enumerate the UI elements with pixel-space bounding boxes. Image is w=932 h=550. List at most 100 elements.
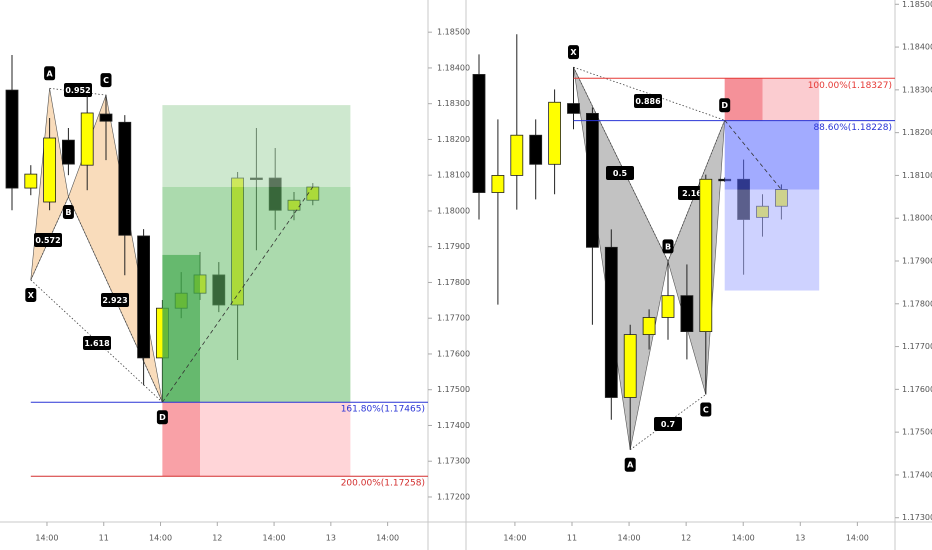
- y-tick-label: 1.17500: [437, 385, 470, 394]
- candle-body: [99, 113, 113, 122]
- y-tick-label: 1.17700: [437, 314, 470, 323]
- ratio-label: 0.572: [35, 236, 60, 245]
- ratio-label: 2.16: [682, 189, 702, 198]
- y-tick-label: 1.17400: [437, 421, 470, 430]
- candle-body: [586, 112, 599, 248]
- ratio-box: [83, 336, 111, 350]
- point-box: [62, 205, 74, 220]
- y-tick-label: 1.17500: [902, 428, 932, 437]
- ratio-label: 0.952: [65, 86, 90, 95]
- candle-body: [137, 235, 151, 359]
- candle-body: [604, 246, 618, 398]
- y-tick-label: 1.17800: [437, 278, 470, 287]
- y-tick-label: 1.18000: [437, 206, 470, 215]
- y-tick-label: 1.18100: [902, 171, 932, 180]
- y-tick-label: 1.17800: [902, 299, 932, 308]
- pattern-dotted: [573, 66, 725, 121]
- y-tick-label: 1.18500: [437, 28, 470, 37]
- x-tick-label: 14:00: [846, 534, 869, 543]
- y-tick-label: 1.18500: [902, 0, 932, 9]
- candle-body: [80, 112, 94, 166]
- level-label: 100.00%(1.18327): [808, 81, 892, 91]
- candle-body: [661, 295, 675, 318]
- zone: [162, 105, 351, 187]
- point-label: X: [570, 48, 577, 57]
- candle-body: [472, 74, 486, 193]
- ratio-box: [654, 417, 682, 431]
- y-tick-label: 1.18200: [902, 128, 932, 137]
- point-box: [662, 239, 674, 254]
- ratio-label: 0.886: [635, 97, 661, 106]
- point-box: [25, 287, 37, 302]
- y-tick-label: 1.17600: [437, 349, 470, 358]
- x-tick-label: 12: [212, 534, 222, 543]
- point-label: A: [46, 69, 53, 78]
- point-box: [624, 457, 636, 472]
- point-label: B: [65, 208, 71, 217]
- y-tick-label: 1.18000: [902, 214, 932, 223]
- x-tick-label: 14:00: [732, 534, 755, 543]
- pattern-dotted: [667, 120, 726, 262]
- candle-body: [699, 178, 713, 332]
- x-tick-label: 14:00: [35, 534, 58, 543]
- x-tick-label: 14:00: [149, 534, 172, 543]
- y-tick-label: 1.17900: [902, 257, 932, 266]
- y-tick-label: 1.17300: [902, 513, 932, 522]
- ratio-label: 1.618: [84, 339, 110, 348]
- x-tick-label: 12: [681, 534, 691, 543]
- pattern-dotted: [573, 67, 669, 262]
- point-box: [100, 73, 112, 88]
- ratio-label: 0.5: [613, 169, 628, 178]
- x-tick-label: 14:00: [263, 534, 286, 543]
- x-tick-label: 13: [795, 534, 805, 543]
- point-label: B: [665, 242, 671, 251]
- candle-body: [24, 173, 38, 189]
- y-tick-label: 1.18300: [437, 99, 470, 108]
- pattern-leg: [667, 120, 725, 395]
- zone: [724, 120, 820, 190]
- point-label: D: [159, 413, 166, 422]
- x-tick-label: 11: [567, 534, 577, 543]
- y-tick-label: 1.18300: [902, 85, 932, 94]
- candle-body: [118, 121, 132, 236]
- point-box: [44, 66, 56, 81]
- candle-body: [548, 101, 561, 165]
- y-tick-label: 1.18200: [437, 135, 470, 144]
- y-tick-label: 1.17300: [437, 457, 470, 466]
- x-tick-label: 14:00: [503, 534, 526, 543]
- point-label: A: [627, 461, 634, 470]
- x-tick-label: 13: [326, 534, 336, 543]
- y-tick-label: 1.18100: [437, 171, 470, 180]
- ratio-box: [634, 94, 662, 108]
- y-tick-label: 1.18400: [437, 63, 470, 72]
- candle-body: [5, 89, 19, 189]
- level-label: 161.80%(1.17465): [341, 405, 425, 415]
- zone: [162, 254, 200, 403]
- candle-body: [642, 317, 656, 335]
- point-box: [719, 98, 731, 113]
- level-label: 200.00%(1.17258): [341, 479, 425, 489]
- point-box: [156, 410, 168, 425]
- candle-body: [43, 137, 56, 203]
- y-tick-label: 1.17600: [902, 385, 932, 394]
- projection: [162, 186, 314, 403]
- y-tick-label: 1.17900: [437, 242, 470, 251]
- point-box: [568, 45, 579, 60]
- x-tick-label: 11: [99, 534, 109, 543]
- point-label: C: [703, 405, 709, 414]
- ratio-box: [678, 186, 706, 200]
- point-label: X: [28, 291, 35, 300]
- ratio-box: [101, 293, 129, 307]
- projection: [724, 119, 782, 190]
- y-tick-label: 1.17400: [902, 470, 932, 479]
- candle-body: [510, 134, 524, 176]
- y-tick-label: 1.17700: [902, 342, 932, 351]
- candle-body: [529, 134, 543, 165]
- candle-body: [62, 139, 75, 165]
- level-label: 88.60%(1.18228): [813, 123, 892, 133]
- ratio-label: 0.7: [661, 420, 675, 429]
- point-label: C: [103, 76, 109, 85]
- candle-body: [567, 103, 580, 114]
- x-tick-label: 14:00: [618, 534, 641, 543]
